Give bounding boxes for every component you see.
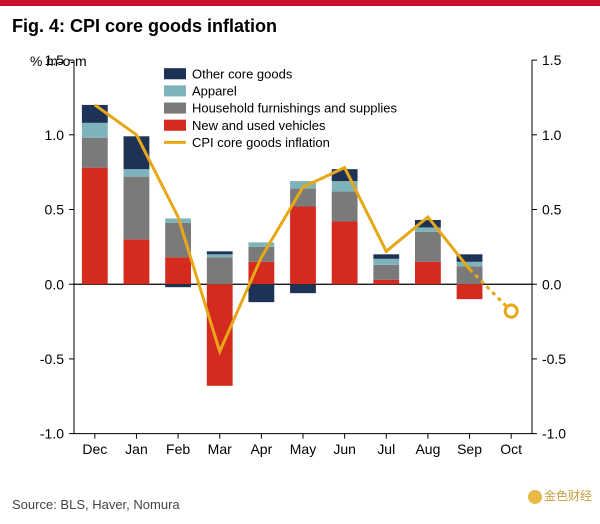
bar-vehicles [290, 207, 316, 285]
ytick-label-right: -1.0 [542, 426, 566, 442]
xtick-label: Dec [82, 441, 107, 457]
legend-swatch [164, 120, 186, 131]
legend-label: Other core goods [192, 66, 293, 81]
bar-other [207, 251, 233, 254]
ytick-label-left: -1.0 [40, 426, 64, 442]
legend-swatch [164, 102, 186, 113]
xtick-label: Jan [125, 441, 148, 457]
ytick-label-right: 1.0 [542, 127, 562, 143]
bar-other [165, 284, 191, 287]
coin-icon [528, 490, 542, 504]
xtick-label: Aug [415, 441, 440, 457]
chart-svg: % m-o-m-1.0-1.0-0.5-0.50.00.00.50.51.01.… [12, 50, 588, 474]
bar-apparel [207, 254, 233, 257]
bar-vehicles [415, 262, 441, 284]
xtick-label: Jul [377, 441, 395, 457]
ytick-label-left: 1.0 [45, 127, 65, 143]
bar-household [82, 138, 108, 168]
bar-apparel [82, 123, 108, 138]
chart-container: % m-o-m-1.0-1.0-0.5-0.50.00.00.50.51.01.… [12, 50, 588, 474]
ytick-label-left: 1.5 [45, 52, 65, 68]
bar-household [165, 223, 191, 257]
ytick-label-right: 0.5 [542, 201, 562, 217]
source-text: Source: BLS, Haver, Nomura [12, 497, 180, 512]
bar-household [207, 257, 233, 284]
bar-vehicles [124, 239, 150, 284]
bar-apparel [373, 259, 399, 265]
xtick-label: Mar [208, 441, 232, 457]
legend-label: CPI core goods inflation [192, 135, 330, 150]
bar-household [415, 232, 441, 262]
watermark: 金色财经 [528, 487, 592, 504]
bar-vehicles [82, 168, 108, 285]
ytick-label-right: 1.5 [542, 52, 562, 68]
legend-label: Household furnishings and supplies [192, 101, 397, 116]
bar-household [373, 265, 399, 280]
bar-household [332, 192, 358, 222]
xtick-label: Sep [457, 441, 482, 457]
bar-other [82, 105, 108, 123]
bar-other [373, 254, 399, 258]
xtick-label: Feb [166, 441, 190, 457]
watermark-text: 金色财经 [544, 489, 592, 503]
figure-title: Fig. 4: CPI core goods inflation [0, 6, 600, 41]
xtick-label: Apr [250, 441, 272, 457]
bar-vehicles [165, 257, 191, 284]
ytick-label-left: 0.0 [45, 276, 65, 292]
xtick-label: Oct [500, 441, 522, 457]
ytick-label-left: -0.5 [40, 351, 64, 367]
legend-label: New and used vehicles [192, 118, 326, 133]
bar-vehicles [207, 284, 233, 386]
bar-other [248, 284, 274, 302]
bar-apparel [457, 262, 483, 266]
legend-label: Apparel [192, 83, 237, 98]
legend-swatch [164, 68, 186, 79]
ytick-label-right: 0.0 [542, 276, 562, 292]
bar-vehicles [457, 284, 483, 299]
xtick-label: Jun [333, 441, 356, 457]
line-last-marker [505, 305, 517, 317]
bar-other [290, 284, 316, 293]
bar-vehicles [373, 280, 399, 284]
xtick-label: May [290, 441, 316, 457]
bar-household [124, 177, 150, 240]
ytick-label-left: 0.5 [45, 201, 65, 217]
legend-swatch [164, 85, 186, 96]
ytick-label-right: -0.5 [542, 351, 566, 367]
bar-apparel [124, 169, 150, 176]
bar-vehicles [332, 221, 358, 284]
